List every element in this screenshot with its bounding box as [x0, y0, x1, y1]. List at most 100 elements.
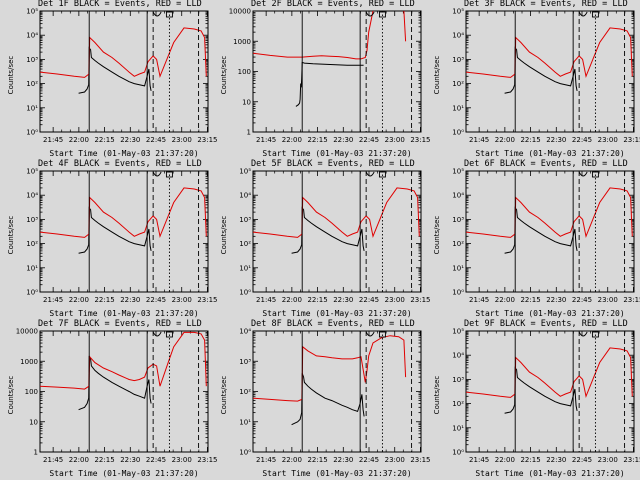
y-tick-label: 10¹ — [26, 104, 38, 112]
x-tick-label: 22:15 — [520, 136, 540, 144]
series-line-lld — [253, 11, 407, 60]
chart-title: Det 9F BLACK = Events, RED = LLD — [464, 319, 628, 329]
chart-title: Det 7F BLACK = Events, RED = LLD — [38, 319, 202, 329]
plot-frame — [252, 330, 422, 453]
x-tick-label: 21:45 — [256, 296, 276, 304]
x-tick-label: 22:30 — [333, 456, 353, 464]
y-tick-label: 10⁰ — [239, 289, 251, 297]
y-tick-label: 10⁰ — [26, 289, 38, 297]
x-tick-label: 23:15 — [197, 296, 217, 304]
interval-marker-start — [152, 11, 162, 17]
interval-marker-end — [591, 11, 599, 18]
y-tick-label: 10³ — [239, 216, 251, 224]
x-tick-label: 23:15 — [623, 136, 640, 144]
plot-frame — [465, 10, 635, 133]
y-tick-label: 10000 — [229, 8, 251, 16]
y-tick-label: 10² — [452, 240, 464, 248]
chart-svg: 10⁰ 10¹ 10² 10³ 10⁴ 21:45 22:00 22:15 22:30 22:45… — [239, 328, 430, 465]
y-tick-label: 10⁴ — [239, 192, 251, 200]
detector-panel-5: 10⁰ 10¹ 10² 10³ 10⁴ 10⁵ 21:45 22:00 22:15 22:30 22… — [213, 159, 431, 320]
x-tick-label: 22:00 — [495, 136, 515, 144]
y-tick-label: 10⁰ — [452, 289, 464, 297]
y-tick-label: 10³ — [452, 216, 464, 224]
y-tick-label: 10² — [452, 400, 464, 408]
y-tick-label: 10⁴ — [452, 192, 464, 200]
y-tick-label: 10⁵ — [239, 168, 251, 176]
x-tick-label: 21:45 — [43, 296, 63, 304]
detector-panel-2: 1 10 100 1000 10000 21:45 22:00 22:15 22:30 22:45… — [213, 0, 431, 160]
y-axis-label: Counts/sec — [220, 215, 228, 255]
x-tick-label: 21:45 — [469, 136, 489, 144]
interval-marker-start — [578, 331, 588, 337]
y-tick-label: 10³ — [26, 56, 38, 64]
interval-marker-end — [591, 331, 599, 338]
chart-svg: 10⁰ 10¹ 10² 10³ 10⁴ 10⁵ 21:45 22:00 22:15 22:30 22… — [239, 168, 430, 305]
chart-title: Det 3F BLACK = Events, RED = LLD — [464, 0, 628, 9]
y-tick-label: 100 — [238, 68, 251, 76]
x-tick-label: 22:45 — [359, 136, 379, 144]
series-line-lld — [466, 187, 633, 239]
x-tick-label: 23:00 — [172, 456, 192, 464]
interval-marker-start — [365, 11, 375, 17]
y-axis-label: Counts/sec — [220, 375, 228, 415]
y-tick-label: 10¹ — [452, 104, 464, 112]
interval-marker-start — [152, 331, 162, 337]
interval-marker-end — [165, 171, 173, 178]
y-tick-label: 10⁴ — [239, 328, 251, 336]
interval-marker-end — [378, 331, 386, 338]
detector-panel-4: 10⁰ 10¹ 10² 10³ 10⁴ 10⁵ 21:45 22:00 22:15 22:30 22… — [0, 159, 218, 320]
series-line-lld — [40, 187, 207, 239]
y-tick-label: 1 — [247, 129, 251, 137]
x-tick-label: 22:00 — [282, 296, 302, 304]
detector-panel-8: 10⁰ 10¹ 10² 10³ 10⁴ 21:45 22:00 22:15 22:30 22:45… — [213, 319, 431, 480]
x-tick-label: 22:15 — [520, 456, 540, 464]
x-axis-label: Start Time (01-May-03 21:37:20) — [49, 469, 199, 478]
y-tick-label: 10⁵ — [452, 168, 464, 176]
chart-svg: 1 10 100 1000 10000 21:45 22:00 22:15 22:30 22:45… — [229, 8, 431, 145]
x-tick-label: 22:15 — [307, 296, 327, 304]
x-tick-label: 22:30 — [546, 136, 566, 144]
y-axis-label: Counts/sec — [433, 55, 441, 95]
x-tick-label: 21:45 — [256, 456, 276, 464]
x-tick-label: 21:45 — [469, 296, 489, 304]
interval-marker-end — [165, 331, 173, 338]
y-tick-label: 10⁴ — [26, 32, 38, 40]
chart-svg: 10⁰ 10¹ 10² 10³ 10⁴ 10⁵ 21:45 22:00 22:15 22:30 22… — [452, 8, 640, 145]
x-tick-label: 23:00 — [172, 136, 192, 144]
y-tick-label: 10⁵ — [26, 8, 38, 16]
x-tick-label: 22:45 — [359, 296, 379, 304]
x-tick-label: 22:30 — [546, 296, 566, 304]
x-tick-label: 22:15 — [94, 296, 114, 304]
x-tick-label: 23:15 — [197, 136, 217, 144]
y-axis-label: Counts/sec — [220, 55, 228, 95]
series-line-lld — [40, 331, 207, 390]
detector-panel-6: 10⁰ 10¹ 10² 10³ 10⁴ 10⁵ 21:45 22:00 22:15 22:30 22… — [426, 159, 640, 320]
x-tick-label: 22:30 — [120, 456, 140, 464]
x-tick-label: 22:00 — [495, 296, 515, 304]
x-tick-label: 22:30 — [546, 456, 566, 464]
y-tick-label: 1000 — [233, 38, 251, 46]
chart-svg: 10⁰ 10¹ 10² 10³ 10⁴ 10⁵ 21:45 22:00 22:15 22:30 22… — [452, 328, 640, 465]
plot-frame — [39, 10, 209, 133]
y-tick-label: 10² — [239, 388, 251, 396]
chart-title: Det 1F BLACK = Events, RED = LLD — [38, 0, 202, 9]
x-tick-label: 22:45 — [146, 456, 166, 464]
x-axis-label: Start Time (01-May-03 21:37:20) — [49, 149, 199, 158]
y-tick-label: 10⁰ — [452, 449, 464, 457]
y-tick-label: 10⁰ — [239, 449, 251, 457]
x-tick-label: 21:45 — [469, 456, 489, 464]
series-line-lld — [253, 187, 420, 239]
y-tick-label: 10² — [239, 240, 251, 248]
interval-marker-end — [591, 171, 599, 178]
x-tick-label: 23:15 — [410, 296, 430, 304]
x-axis-label: Start Time (01-May-03 21:37:20) — [49, 309, 199, 318]
interval-marker-start — [578, 171, 588, 177]
series-line-lld — [466, 347, 633, 399]
chart-title: Det 6F BLACK = Events, RED = LLD — [464, 159, 628, 169]
y-tick-label: 10⁵ — [26, 168, 38, 176]
x-axis-label: Start Time (01-May-03 21:37:20) — [262, 309, 412, 318]
x-tick-label: 22:45 — [146, 136, 166, 144]
x-tick-label: 22:45 — [572, 456, 592, 464]
y-tick-label: 10⁴ — [452, 352, 464, 360]
y-tick-label: 10⁴ — [26, 192, 38, 200]
